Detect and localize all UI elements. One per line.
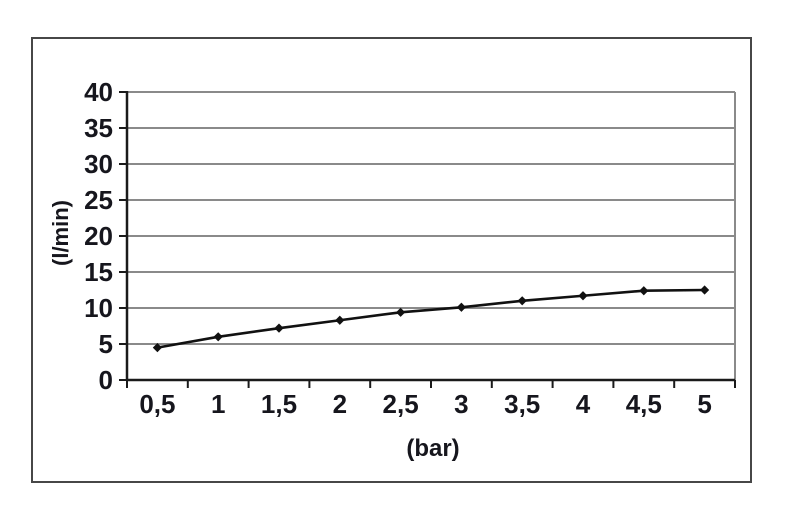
chart-frame: [31, 37, 752, 483]
x-axis-title: (bar): [406, 435, 460, 462]
data-point-marker: [396, 307, 406, 317]
data-series-line: [157, 288, 705, 349]
data-point-marker: [274, 323, 284, 333]
data-point-marker: [639, 286, 649, 296]
data-point-marker: [152, 343, 162, 353]
y-axis-title: (l/min): [48, 200, 73, 266]
data-point-marker: [456, 302, 466, 312]
data-point-marker: [213, 332, 223, 342]
data-point-marker: [335, 315, 345, 325]
data-point-marker: [578, 291, 588, 301]
data-point-marker: [517, 296, 527, 306]
data-point-marker: [700, 285, 710, 295]
